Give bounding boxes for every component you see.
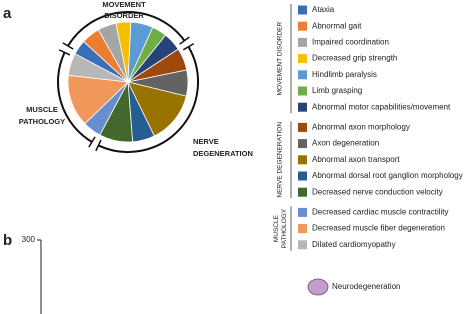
legend-swatch	[298, 171, 307, 181]
legend-group-label: MOVEMENT DISORDER	[277, 22, 284, 96]
ring-divider	[88, 136, 96, 148]
legend-label: Abnormal axon morphology	[312, 123, 410, 132]
legend-label: Abnormal gait	[312, 21, 362, 30]
group-label: MUSCLE PATHOLOGY	[19, 105, 65, 126]
group-label: MOVEMENT DISORDER	[102, 0, 146, 20]
legend-label: Dilated cardiomyopathy	[312, 240, 396, 249]
legend-group-label: NERVE DEGENERATION	[277, 122, 284, 198]
legend-swatch	[298, 37, 307, 47]
group-ring	[97, 46, 199, 153]
panel-label: b	[3, 232, 12, 249]
legend-swatch	[298, 21, 307, 31]
group-ring	[67, 11, 186, 47]
legend-label: Limb grasping	[312, 86, 362, 95]
legend-label: Decreased muscle fiber degeneration	[312, 224, 445, 233]
legend-swatch	[298, 5, 307, 15]
group-label-line: PATHOLOGY	[19, 117, 65, 126]
legend-swatch	[298, 207, 307, 217]
legend-swatch	[298, 70, 307, 80]
legend-label: Decreased nerve conduction velocity	[312, 187, 443, 196]
legend-group-label-line: PATHOLOGY	[281, 208, 288, 248]
y-tick-label: 300	[22, 235, 36, 244]
group-label-line: DISORDER	[104, 11, 144, 20]
group-label-line: MOVEMENT	[102, 0, 146, 9]
group-label-line: NERVE	[193, 137, 219, 146]
legend-swatch	[298, 139, 307, 149]
panel-label: a	[3, 5, 12, 22]
ring-divider	[58, 49, 71, 56]
pie-slice	[67, 74, 129, 125]
legend-label: Axon degeneration	[312, 139, 379, 148]
ring-divider	[179, 36, 190, 45]
group-label: NERVE DEGENERATION	[193, 137, 253, 158]
legend-label: Abnormal motor capabilities/movement	[312, 102, 451, 111]
legend-group-label: MUSCLEPATHOLOGY	[273, 208, 288, 248]
pie-slice	[67, 53, 129, 83]
group-label-line: DEGENERATION	[193, 149, 253, 158]
legend-swatch	[298, 240, 307, 250]
legend-label: Abnormal dorsal root ganglion morphology	[312, 171, 463, 180]
legend-label: Abnormal axon transport	[312, 155, 400, 164]
legend-label: Ataxia	[312, 5, 335, 14]
legend-swatch	[298, 187, 307, 197]
legend-swatch	[298, 86, 307, 96]
ring-divider	[95, 139, 102, 152]
legend-swatch	[298, 102, 307, 112]
legend-marker	[307, 278, 329, 296]
legend-label: Hindlimb paralysis	[312, 70, 377, 79]
pie-slice	[127, 81, 187, 137]
legend-swatch	[298, 122, 307, 132]
legend-label: Neurodegeneration	[332, 282, 401, 291]
group-label-line: MUSCLE	[26, 105, 58, 114]
group-ring	[57, 51, 93, 143]
legend-swatch	[298, 224, 307, 234]
legend-label: Impaired coordination	[312, 38, 389, 47]
legend-label: Decreased cardiac muscle contractility	[312, 208, 449, 217]
ring-divider	[182, 43, 195, 51]
ring-divider	[62, 42, 74, 50]
legend-group-label-line: MUSCLE	[273, 214, 280, 242]
legend-swatch	[298, 155, 307, 165]
legend-swatch	[298, 54, 307, 64]
legend-label: Decreased grip strength	[312, 54, 397, 63]
